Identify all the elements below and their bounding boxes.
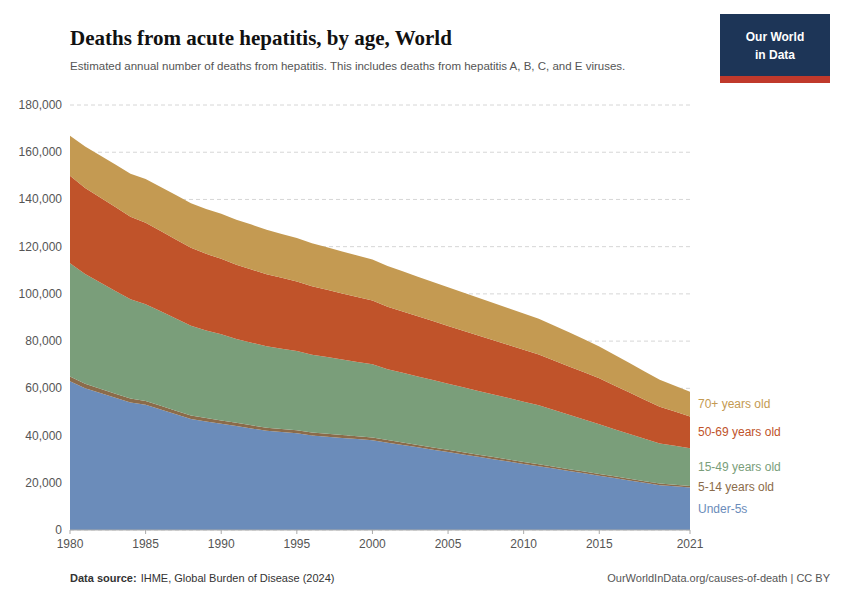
y-axis: 0 20,000 40,000 60,000 80,000 100,000 120,000 1…: [19, 98, 690, 537]
x-tick-label: 1990: [208, 537, 235, 551]
y-tick-label: 40,000: [25, 429, 62, 443]
grid-line: [70, 105, 690, 106]
x-tick: [296, 530, 297, 534]
x-tick-label: 2000: [359, 537, 386, 551]
area: [70, 136, 690, 417]
grid-line: [70, 152, 690, 153]
x-tick-label: 2010: [510, 537, 537, 551]
x-tick-label: 1985: [132, 537, 159, 551]
url: OurWorldInData.org/causes-of-death | CC …: [607, 572, 830, 584]
y-tick-label: 60,000: [25, 381, 62, 395]
y-tick-label: 0: [55, 523, 62, 537]
x-tick-label: 2005: [435, 537, 462, 551]
y-tick-label: 180,000: [19, 98, 63, 112]
series-label: 15-49 years old: [698, 460, 781, 474]
subtitle: Estimated annual number of deaths from h…: [70, 60, 625, 72]
series-labels: 70+ years old 50-69 years old 15-49 years …: [698, 397, 781, 516]
x-tick: [523, 530, 524, 534]
y-tick-label: 120,000: [19, 240, 63, 254]
x-tick: [372, 530, 373, 534]
x-tick: [448, 530, 449, 534]
logo-text: Our World: [746, 30, 804, 44]
source: Data source: IHME, Global Burden of Disea…: [70, 572, 334, 584]
x-axis-line: [70, 530, 690, 531]
x-tick: [70, 530, 71, 534]
y-tick-label: 140,000: [19, 192, 63, 206]
logo-bar: [720, 76, 830, 83]
x-tick: [221, 530, 222, 534]
logo-box: [720, 14, 830, 76]
source-label: Data source:: [70, 572, 137, 584]
logo-text: in Data: [755, 48, 795, 62]
x-tick: [599, 530, 600, 534]
areas: [70, 136, 690, 530]
x-tick: [145, 530, 146, 534]
logo: Our World in Data: [720, 14, 830, 83]
series-label: Under-5s: [698, 502, 747, 516]
y-tick-label: 160,000: [19, 145, 63, 159]
series-label: 70+ years old: [698, 397, 770, 411]
source-text: IHME, Global Burden of Disease (2024): [141, 572, 335, 584]
title: Deaths from acute hepatitis, by age, Wor…: [70, 26, 452, 50]
y-tick-label: 20,000: [25, 476, 62, 490]
grid-line: [70, 530, 690, 531]
x-tick-label: 2021: [677, 537, 704, 551]
y-tick-label: 100,000: [19, 287, 63, 301]
x-tick-label: 1995: [283, 537, 310, 551]
x-tick-label: 2015: [586, 537, 613, 551]
x-axis: 1980 1985 1990 1995 2000 2005 2010 2015 2021: [57, 530, 704, 551]
y-tick-label: 80,000: [25, 334, 62, 348]
series-label: 5-14 years old: [698, 480, 774, 494]
x-tick-label: 1980: [57, 537, 84, 551]
series-label: 50-69 years old: [698, 425, 781, 439]
x-tick: [690, 530, 691, 534]
chart: Deaths from acute hepatitis, by age, Wor…: [0, 0, 850, 600]
